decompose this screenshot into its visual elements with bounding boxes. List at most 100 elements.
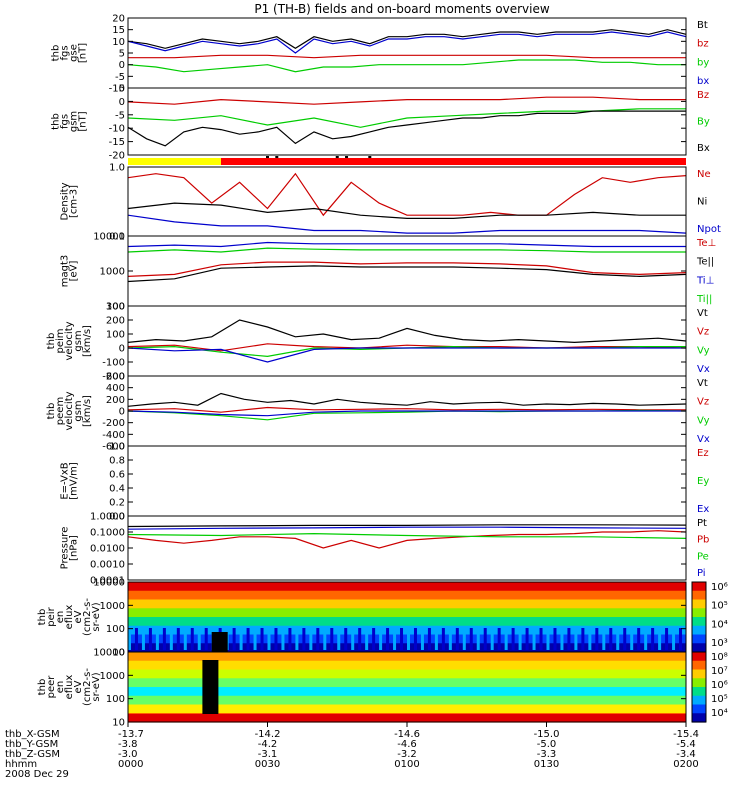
panel-4: Vt Vz Vy Vx 300 200 100 0 -100 -200 thbpeimvelocit… xyxy=(46,302,710,383)
colorbar-segment xyxy=(692,643,706,653)
y-axis-label: [eV] xyxy=(69,261,80,282)
y-tick-label: 0.8 xyxy=(109,456,125,467)
y-axis-label: fgs xyxy=(60,45,71,60)
spectrogram-noise xyxy=(525,628,529,650)
colorbar-tick-label: 10⁵ xyxy=(711,694,728,705)
x-row-label: thb_X-GSM xyxy=(5,729,60,740)
y-axis-label: velocity xyxy=(64,391,75,430)
y-axis-label: thb xyxy=(37,609,48,626)
spectrogram-noise xyxy=(344,628,348,650)
spectrogram-noise xyxy=(274,628,278,650)
series-line-Vz xyxy=(127,343,687,352)
spectrogram-noise xyxy=(302,628,306,650)
x-tick-label: -4.6 xyxy=(397,739,417,750)
spectrogram-noise xyxy=(497,628,501,650)
spectrogram-noise xyxy=(183,628,187,650)
spectrogram-band xyxy=(128,582,686,592)
series-line-bx xyxy=(127,31,687,54)
series-line-Vz xyxy=(127,406,686,413)
spectrogram-noise xyxy=(155,628,159,650)
series-line-Vt xyxy=(127,392,687,407)
y-axis-label: [nPa] xyxy=(69,535,80,561)
y-axis-label: sr-eV) xyxy=(91,602,102,631)
spectrogram-noise xyxy=(420,628,424,650)
x-tick-label: -13.7 xyxy=(118,729,144,740)
legend-entry: Bt xyxy=(697,20,708,31)
spectrogram-noise xyxy=(239,628,243,650)
spectrogram-band xyxy=(128,669,686,679)
legend-entry: Bz xyxy=(697,90,709,101)
series-line-Ni xyxy=(127,202,686,219)
series-line-Te|| xyxy=(127,265,687,283)
x-row-label: thb_Y-GSM xyxy=(5,739,58,750)
y-tick-label: 100 xyxy=(106,302,125,313)
colorbar-segment xyxy=(692,669,706,679)
y-axis-label: Pressure xyxy=(60,527,71,570)
mode-bar-burst xyxy=(368,156,372,158)
y-axis-label: magt3 xyxy=(60,255,71,288)
legend-entry: Bx xyxy=(697,143,710,154)
y-axis-label: E=-VxB xyxy=(60,462,71,499)
series-line-Pt xyxy=(127,524,687,528)
y-tick-label: 1.0 xyxy=(109,442,125,453)
y-tick-label: 10000 xyxy=(93,578,125,589)
series-line-Ti⊥ xyxy=(127,241,686,248)
colorbar: 10⁸ 10⁷ 10⁶ 10⁵ 10⁴ xyxy=(691,651,728,723)
spectrogram-noise xyxy=(658,628,662,650)
spectrogram-noise xyxy=(469,628,473,650)
legend-entry: Pe xyxy=(697,551,709,562)
spectrogram-band xyxy=(128,608,686,618)
x-tick-label: 0130 xyxy=(534,759,559,770)
panel-9: 10⁸ 10⁷ 10⁶ 10⁵ 10⁴ 10000 1000 100 10 thbpeerenef… xyxy=(37,648,728,729)
y-axis-label: thb xyxy=(46,333,57,350)
legend-entry: Pt xyxy=(697,518,707,529)
y-tick-label: 400 xyxy=(106,383,125,394)
colorbar-tick-label: 10⁴ xyxy=(711,708,728,719)
panel-5: VtVzVyVx6004002000-200-400-600thbpeemvel… xyxy=(46,372,710,453)
spectrogram-noise xyxy=(532,628,536,650)
y-axis-label: [cm-3] xyxy=(69,185,80,218)
y-tick-label: 1000 xyxy=(100,671,125,682)
x-row-label: hhmm xyxy=(5,759,37,770)
spectrogram-noise xyxy=(358,628,362,650)
series-line-Pi xyxy=(127,526,687,530)
spectrogram-noise xyxy=(400,628,404,650)
series-line-bz xyxy=(128,54,686,59)
series-line-Te⊥ xyxy=(127,261,687,277)
y-tick-label: 0.1 xyxy=(109,232,125,243)
legend-entry: by xyxy=(697,57,709,68)
spectrogram-noise xyxy=(462,628,466,650)
mode-bar-slow xyxy=(128,158,221,165)
y-axis-label: [nT] xyxy=(78,111,89,131)
spectrogram-noise xyxy=(323,628,327,650)
spectrogram-band xyxy=(128,687,686,697)
spectrogram-noise xyxy=(518,628,522,650)
legend-entry: Te|| xyxy=(696,257,714,268)
spectrogram-noise xyxy=(337,628,341,650)
spectrogram-noise xyxy=(581,628,585,650)
spectrogram-band xyxy=(128,678,686,688)
y-tick-label: 5 xyxy=(119,49,125,60)
y-axis-label: eV xyxy=(73,610,84,623)
spectrogram-noise xyxy=(288,628,292,650)
legend-entry: bz xyxy=(697,39,709,50)
colorbar-segment xyxy=(692,625,706,636)
spectrogram-band xyxy=(128,704,686,714)
y-tick-label: 0.6 xyxy=(109,470,125,481)
colorbar-segment xyxy=(692,695,706,706)
y-axis-label: en xyxy=(55,611,66,624)
spectrogram-noise xyxy=(623,628,627,650)
series-line-Bx xyxy=(127,110,686,147)
x-tick-label: -5.4 xyxy=(676,739,696,750)
legend-entry: Ti|| xyxy=(696,294,712,305)
panel-6: Ez Ey Ex 1.0 0.8 0.6 0.4 0.2 0.0 E=-VxB[mV/m] xyxy=(60,442,710,523)
y-tick-label: 1000 xyxy=(100,601,125,612)
spectrogram-noise xyxy=(504,628,508,650)
spectrogram-noise xyxy=(379,628,383,650)
x-tick-label: -15.0 xyxy=(534,729,560,740)
spectrogram-noise xyxy=(574,628,578,650)
y-tick-label: 0.0001 xyxy=(90,576,125,587)
y-tick-label: 0 xyxy=(119,97,125,108)
legend-entry: By xyxy=(697,117,710,128)
y-tick-label: -100 xyxy=(102,358,125,369)
